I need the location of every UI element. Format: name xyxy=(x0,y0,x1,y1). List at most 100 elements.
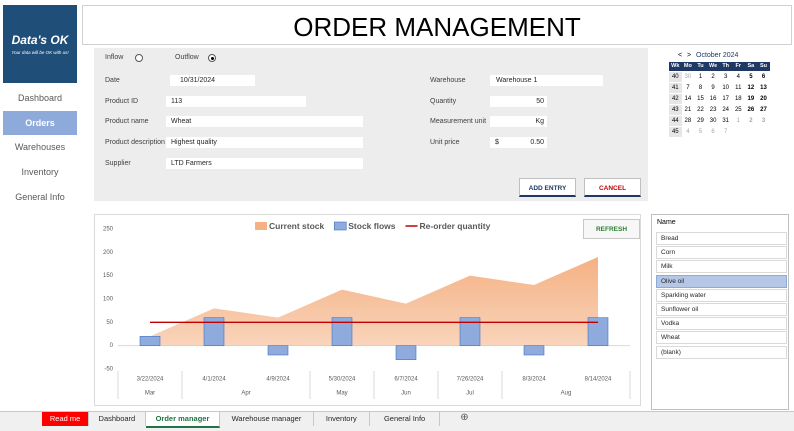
slicer-item[interactable]: Wheat xyxy=(656,331,787,345)
cal-next[interactable]: > xyxy=(687,52,692,59)
field-box[interactable]: 10/31/2024 xyxy=(170,75,255,86)
cal-day[interactable]: 11 xyxy=(735,85,742,91)
cal-day[interactable]: 2 xyxy=(749,118,753,124)
sheet-tab[interactable]: Warehouse manager xyxy=(220,412,314,426)
field-value: LTD Farmers xyxy=(171,159,212,167)
cal-day[interactable]: 8 xyxy=(698,85,703,91)
nav-item[interactable]: General Info xyxy=(15,191,65,202)
slicer-item[interactable]: Olive oil xyxy=(656,274,787,288)
y-tick-label: 200 xyxy=(103,250,114,256)
cal-day[interactable]: 10 xyxy=(722,85,730,91)
area xyxy=(150,257,598,346)
slicer-item[interactable]: Bread xyxy=(656,232,787,245)
field-label: Product ID xyxy=(105,97,139,105)
radio-label[interactable]: Outflow xyxy=(175,54,199,61)
cal-prev[interactable]: < xyxy=(678,52,683,59)
cal-day[interactable]: 20 xyxy=(760,96,767,102)
cal-day[interactable]: 31 xyxy=(722,118,730,124)
sheet-tab[interactable]: Order manager xyxy=(145,412,221,428)
nav-item[interactable]: Inventory xyxy=(21,167,59,178)
cal-day[interactable]: 12 xyxy=(747,85,755,91)
nav-item[interactable]: Dashboard xyxy=(17,93,63,103)
field-box[interactable]: Kg xyxy=(490,116,547,128)
cal-title: October 2024 xyxy=(696,52,739,59)
field-label: Warehouse xyxy=(430,77,466,84)
cal-day[interactable]: 23 xyxy=(709,107,717,113)
refresh-button[interactable]: REFRESH xyxy=(583,219,640,239)
field-box[interactable]: $0.50 xyxy=(490,137,547,149)
cal-day[interactable]: 9 xyxy=(711,85,715,91)
x-tick-label: 5/30/2024 xyxy=(329,377,356,383)
cal-day[interactable]: 19 xyxy=(747,96,755,102)
cal-day[interactable]: 6 xyxy=(711,129,715,135)
cal-day[interactable]: 1 xyxy=(698,74,703,80)
cal-day[interactable]: 29 xyxy=(697,118,704,124)
cal-day[interactable]: 15 xyxy=(697,96,704,102)
slicer-item[interactable]: Vodka xyxy=(656,317,787,331)
sheet-tab[interactable]: Inventory xyxy=(314,412,370,426)
cal-day[interactable]: 3 xyxy=(724,74,728,80)
x-tick-label: 3/22/2024 xyxy=(137,377,164,383)
cal-day[interactable]: 7 xyxy=(686,85,690,91)
cal-day[interactable]: 4 xyxy=(686,129,690,135)
cal-day[interactable]: 30 xyxy=(709,118,717,124)
x-group-label: Apr xyxy=(241,391,250,397)
field-box[interactable]: Warehouse 1 xyxy=(490,75,603,86)
cal-day[interactable]: 6 xyxy=(761,74,766,80)
cal-day[interactable]: 2 xyxy=(711,74,715,80)
cal-day[interactable]: 22 xyxy=(697,107,704,113)
cal-day[interactable]: 26 xyxy=(747,107,755,113)
add-sheet[interactable]: ⊕ xyxy=(460,412,469,423)
cal-day[interactable]: 28 xyxy=(684,118,692,124)
slicer-item[interactable]: Corn xyxy=(656,246,787,260)
nav-item[interactable]: Warehouses xyxy=(14,142,66,153)
cal-week: 40 xyxy=(669,72,682,82)
slicer-item[interactable]: Milk xyxy=(656,260,787,274)
cal-day[interactable]: 16 xyxy=(709,96,717,102)
form-button[interactable]: CANCEL xyxy=(584,178,641,197)
cal-day[interactable]: 24 xyxy=(722,107,730,113)
cal-header: We xyxy=(706,62,720,71)
cal-day[interactable]: 14 xyxy=(684,96,692,102)
field-box[interactable]: LTD Farmers xyxy=(166,157,363,169)
cal-day[interactable]: 1 xyxy=(736,118,740,124)
cal-day[interactable]: 21 xyxy=(684,107,692,113)
cal-day[interactable]: 3 xyxy=(761,118,766,124)
field-box[interactable]: 113 xyxy=(166,95,306,107)
radio[interactable] xyxy=(135,54,143,62)
x-group-label: Jun xyxy=(401,391,411,397)
cal-day[interactable]: 25 xyxy=(734,107,742,113)
cal-header: Sa xyxy=(744,62,758,71)
form-button[interactable]: ADD ENTRY xyxy=(519,178,576,197)
logo: Data's OK Your data will be OK with us! xyxy=(3,5,77,83)
cal-day[interactable]: 5 xyxy=(749,74,753,80)
page-title: ORDER MANAGEMENT xyxy=(293,12,581,42)
nav-item[interactable]: Orders xyxy=(3,110,77,135)
cal-day[interactable]: 13 xyxy=(760,85,767,91)
field-box[interactable]: Highest quality xyxy=(166,137,363,149)
sheet-tab[interactable]: Dashboard xyxy=(89,412,146,426)
sheet-tab[interactable]: General Info xyxy=(370,412,441,426)
slicer-item[interactable]: (blank) xyxy=(656,345,787,359)
sheet-tab[interactable]: Read me xyxy=(42,412,90,426)
field-label: Unit price xyxy=(430,139,460,147)
radio-label[interactable]: Inflow xyxy=(105,54,124,61)
field-label: Supplier xyxy=(105,159,131,167)
slicer-item[interactable]: Sparkling water xyxy=(656,288,787,302)
slicer-item[interactable]: Sunflower oil xyxy=(656,303,787,316)
cal-day[interactable]: 27 xyxy=(760,107,767,113)
cal-day[interactable]: 7 xyxy=(724,129,728,135)
field-box[interactable]: 50 xyxy=(490,95,547,107)
cal-day[interactable]: 17 xyxy=(722,96,730,102)
x-group-label: May xyxy=(336,391,347,397)
cal-day[interactable]: 5 xyxy=(698,129,703,135)
field-box[interactable]: Wheat xyxy=(166,116,363,128)
cal-day[interactable]: 18 xyxy=(734,96,742,102)
cal-header: Fr xyxy=(732,62,745,71)
cal-day[interactable]: 4 xyxy=(736,74,740,80)
radio[interactable] xyxy=(208,54,216,62)
bar xyxy=(587,317,609,346)
cal-day[interactable]: 30 xyxy=(684,74,692,80)
